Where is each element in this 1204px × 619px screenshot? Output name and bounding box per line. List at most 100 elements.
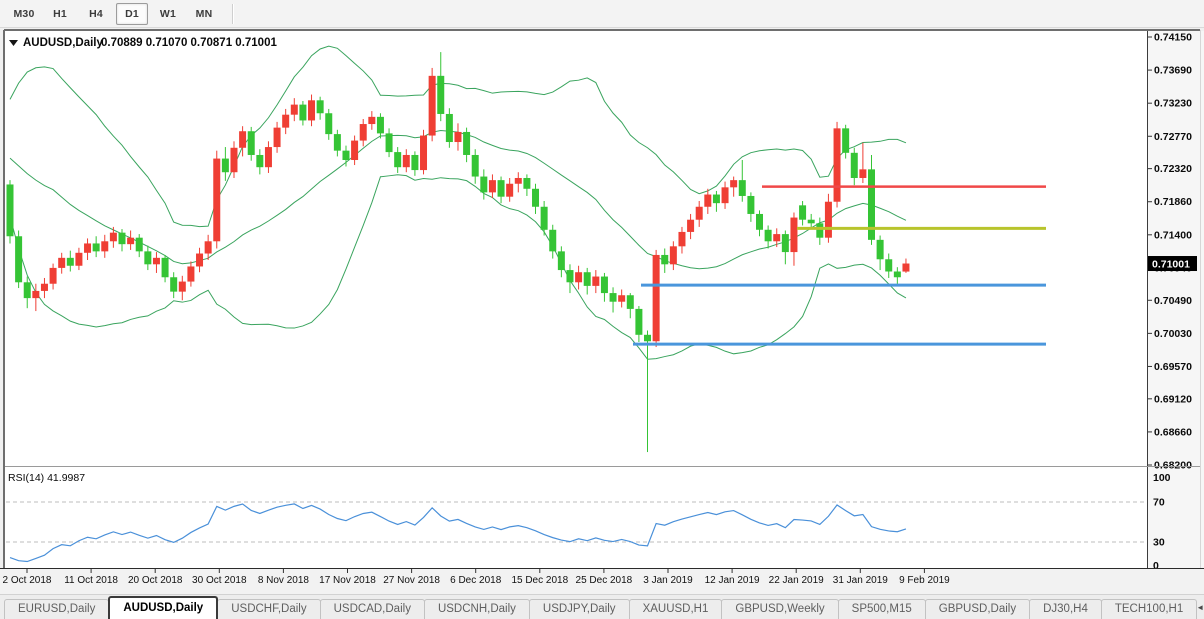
rsi-indicator-label: RSI(14) 41.9987 bbox=[8, 472, 85, 484]
candle-body bbox=[678, 231, 686, 247]
candle-body bbox=[92, 243, 100, 252]
candle-body bbox=[747, 195, 755, 214]
candle-body bbox=[885, 259, 893, 272]
candle-body bbox=[342, 150, 350, 161]
candle-body bbox=[773, 234, 781, 242]
time-axis-label: 30 Oct 2018 bbox=[192, 575, 247, 586]
candle-body bbox=[437, 75, 445, 114]
tab-gbpusd-daily[interactable]: GBPUSD,Daily bbox=[924, 599, 1031, 619]
tab-dj30-h4[interactable]: DJ30,H4 bbox=[1029, 599, 1102, 619]
tab-usdcnh-daily[interactable]: USDCNH,Daily bbox=[423, 599, 530, 619]
timeframe-button-w1[interactable]: W1 bbox=[159, 7, 177, 20]
candle-body bbox=[833, 128, 841, 202]
candle-body bbox=[454, 131, 462, 143]
tab-xauusd-h1[interactable]: XAUUSD,H1 bbox=[628, 599, 723, 619]
tab-usdcad-daily[interactable]: USDCAD,Daily bbox=[319, 599, 425, 619]
candle-body bbox=[893, 271, 901, 278]
candle-body bbox=[463, 131, 471, 155]
tab-scroll-arrows: ◄ ► bbox=[1196, 603, 1204, 612]
tab-usdchf-daily[interactable]: USDCHF,Daily bbox=[217, 599, 321, 619]
price-axis-label: 0.71860 bbox=[1154, 196, 1192, 208]
timeframe-button-mn[interactable]: MN bbox=[195, 7, 213, 20]
candle-body bbox=[781, 234, 789, 253]
rsi-panel[interactable] bbox=[5, 467, 1147, 568]
candle-body bbox=[842, 128, 850, 153]
candle-body bbox=[799, 205, 807, 220]
candle-body bbox=[807, 219, 815, 224]
price-axis-label: 0.73690 bbox=[1154, 65, 1192, 77]
candle-body bbox=[850, 152, 858, 178]
candle-body bbox=[273, 127, 281, 148]
candle-body bbox=[170, 277, 178, 292]
candle-body bbox=[764, 229, 772, 242]
timeframe-button-d1[interactable]: D1 bbox=[116, 2, 148, 25]
symbol-dropdown-icon[interactable] bbox=[9, 40, 18, 46]
time-axis-label: 9 Feb 2019 bbox=[899, 575, 950, 586]
candle-body bbox=[101, 241, 109, 252]
candle-body bbox=[325, 113, 333, 135]
time-axis-strip[interactable] bbox=[0, 569, 1204, 594]
candle-body bbox=[282, 114, 290, 128]
candle-body bbox=[859, 169, 867, 178]
rsi-axis-label: 0 bbox=[1153, 560, 1159, 572]
price-axis-label: 0.74150 bbox=[1154, 32, 1192, 44]
candle-body bbox=[635, 308, 643, 335]
price-axis-label: 0.69570 bbox=[1154, 361, 1192, 373]
price-axis-strip[interactable] bbox=[1148, 31, 1204, 568]
timeframe-toolbar: M30 H1 H4 D1 W1 MN bbox=[0, 0, 1204, 28]
tab-tech100-h1[interactable]: TECH100,H1 bbox=[1100, 599, 1198, 619]
candle-body bbox=[187, 266, 195, 282]
symbol-tab-bar: EURUSD,Daily AUDUSD,Daily USDCHF,Daily USDC… bbox=[0, 594, 1204, 619]
candle-body bbox=[368, 116, 376, 125]
candle-body bbox=[644, 334, 652, 342]
price-axis-label: 0.68200 bbox=[1154, 460, 1192, 472]
time-axis-label: 11 Oct 2018 bbox=[64, 575, 118, 586]
candle-body bbox=[445, 113, 453, 143]
tab-usdjpy-daily[interactable]: USDJPY,Daily bbox=[528, 599, 630, 619]
candle-body bbox=[230, 147, 238, 173]
candle-body bbox=[868, 169, 875, 240]
price-axis-label: 0.71400 bbox=[1154, 229, 1192, 241]
candle-body bbox=[204, 241, 212, 254]
candle-body bbox=[376, 116, 384, 134]
candle-body bbox=[402, 154, 410, 168]
tab-gbpusd-weekly[interactable]: GBPUSD,Weekly bbox=[721, 599, 839, 619]
rsi-axis-label: 100 bbox=[1153, 472, 1171, 484]
time-axis-label: 25 Dec 2018 bbox=[576, 575, 633, 586]
candle-body bbox=[790, 217, 798, 253]
candle-body bbox=[394, 152, 402, 168]
toolbar-separator bbox=[232, 3, 234, 24]
candle-body bbox=[385, 133, 393, 153]
candle-body bbox=[661, 254, 669, 265]
candle-body bbox=[161, 257, 169, 278]
candle-body bbox=[618, 295, 626, 302]
candle-body bbox=[135, 237, 143, 252]
tab-scroll-left-icon[interactable]: ◄ bbox=[1196, 602, 1204, 612]
tab-audusd-daily[interactable]: AUDUSD,Daily bbox=[108, 596, 219, 619]
timeframe-button-h4[interactable]: H4 bbox=[89, 7, 103, 20]
candle-body bbox=[299, 104, 307, 121]
time-axis-label: 8 Nov 2018 bbox=[258, 575, 310, 586]
time-axis-label: 6 Dec 2018 bbox=[450, 575, 502, 586]
candle-body bbox=[730, 180, 738, 188]
chart-window: 100 70 30 0 0.74150 0.73690 0.73230 0.72770 0.72… bbox=[0, 28, 1204, 594]
time-axis-label: 12 Jan 2019 bbox=[705, 575, 760, 586]
time-axis-label: 17 Nov 2018 bbox=[319, 575, 376, 586]
candle-body bbox=[600, 276, 608, 294]
tab-eurusd-daily[interactable]: EURUSD,Daily bbox=[4, 599, 110, 619]
candle-body bbox=[221, 158, 229, 173]
candle-body bbox=[23, 282, 31, 299]
current-price-badge: 0.71001 bbox=[1148, 256, 1197, 272]
tab-sp500-m15[interactable]: SP500,M15 bbox=[837, 599, 926, 619]
candle-body bbox=[264, 147, 272, 168]
candle-body bbox=[902, 263, 910, 272]
candle-body bbox=[824, 201, 832, 238]
candle-body bbox=[420, 135, 428, 171]
chart-title-symbol: AUDUSD,Daily bbox=[23, 37, 103, 49]
candlestick-series bbox=[6, 52, 910, 453]
timeframe-button-h1[interactable]: H1 bbox=[53, 7, 67, 20]
timeframe-button-m30[interactable]: M30 bbox=[13, 7, 35, 20]
bollinger-lower-band bbox=[9, 174, 907, 360]
price-axis-label: 0.70490 bbox=[1154, 295, 1192, 307]
chart-plot-area[interactable] bbox=[5, 31, 1147, 466]
